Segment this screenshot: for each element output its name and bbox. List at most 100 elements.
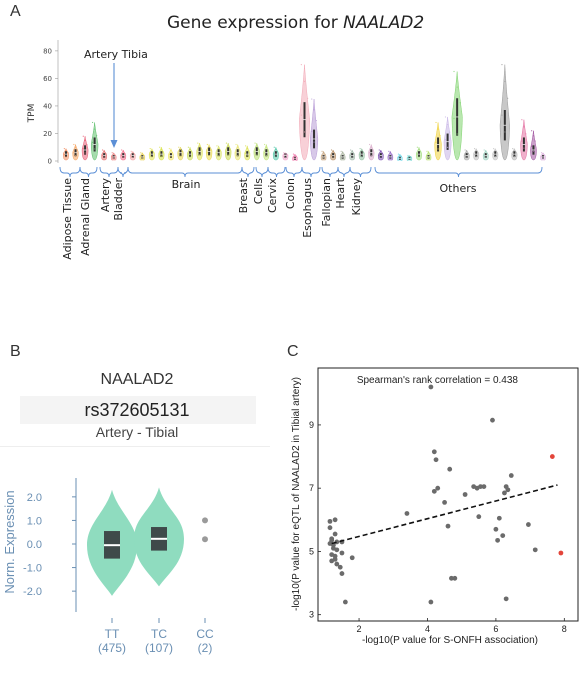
tissue-dot [208,154,210,157]
tissue-dot [388,155,390,157]
scatter-point-highlight [549,454,555,459]
genotype-count: (107) [145,641,173,655]
tissue-dot [103,151,105,153]
panel-b-ytick-label: -1.0 [23,563,42,575]
tissue-dot [111,152,113,154]
tissue-dot [159,153,161,155]
tissue-dot [359,148,361,150]
tissue-dot [350,154,352,156]
artery-tibia-annotation: Artery Tibia [84,48,148,61]
tissue-dot [435,121,437,124]
tissue-dot [313,141,315,143]
tissue-dot [237,154,239,157]
panel-c-xtick-label: 8 [562,624,567,634]
tissue-dot [372,149,374,151]
tissue-dot [63,148,65,150]
tissue-dot [303,131,306,133]
tissue-dot [399,157,401,159]
tissue-dot [200,148,202,150]
tissue-dot [275,148,277,151]
tissue-dot [179,148,182,151]
panel-a-ytick-label: 20 [43,130,52,138]
tissue-dot [420,151,422,153]
scatter-point [525,522,531,527]
panel-c-ytick-label: 9 [309,420,314,430]
tissue-dot [246,147,248,149]
tissue-dot [73,143,75,146]
tissue-dot [380,156,382,158]
tissue-bracket [267,166,286,178]
tissue-dot [407,157,409,159]
tissue-dot [378,154,380,156]
panel-a-tissue-labels: Adipose Tissue Adrenal Gland Artery Bladder… [61,177,477,259]
tissue-dot [321,150,323,152]
tissue-group-label: Cervix [266,178,279,214]
tissue-dot [435,141,437,143]
tissue-dot [103,156,105,158]
tissue-dot [82,148,84,150]
tissue-dot [132,152,134,154]
tissue-dot [400,155,402,157]
tissue-dot [187,153,189,155]
tissue-dot [197,142,199,144]
tissue-dot [140,152,142,154]
tissue-dot [141,153,143,155]
tissue-dot [534,140,536,142]
scatter-point [342,599,348,605]
tissue-dot [449,131,451,133]
tissue-dot [76,149,78,151]
tissue-dot [532,135,535,137]
tissue-dot [380,151,382,153]
tissue-dot [111,155,113,158]
genotype-label: TT [105,627,120,641]
tissue-dot [113,157,115,159]
tissue-dot [124,152,126,155]
panel-b-ytick-label: 0.0 [27,539,42,551]
tissue-dot [399,154,401,156]
tissue-dot [256,154,258,156]
tissue-dot [265,146,267,148]
tissue-dot [408,158,411,160]
tissue-dot [342,152,344,154]
genotype-count: (475) [98,641,126,655]
panel-c-ticks: 2 4 6 8 3 5 7 9 [309,420,567,634]
tissue-dot [507,97,509,99]
tissue-dot [86,144,88,146]
tissue-dot [427,152,430,154]
tissue-dot [483,154,485,156]
panel-c-ytick-label: 5 [309,546,314,556]
tissue-dot [416,153,418,155]
tissue-dot [416,146,418,148]
tissue-dot [444,139,447,141]
tissue-group-label: Adipose Tissue [61,178,74,260]
tissue-dot [322,156,325,159]
tissue-bracket [349,166,372,178]
tissue-dot [238,149,240,151]
tissue-dot [515,152,517,154]
panel-a-brackets [59,166,543,178]
tissue-dot [474,148,476,150]
tissue-dot [456,133,458,135]
tissue-dot [330,149,333,151]
tissue-dot [74,146,77,148]
tissue-dot [407,154,409,157]
tissue-dot [321,155,323,157]
scatter-point [431,488,437,494]
tissue-dot [245,145,247,147]
tissue-dot [130,155,132,157]
tissue-dot [311,130,313,132]
tissue-dot [532,150,535,152]
tissue-dot [198,145,201,147]
tissue-dot [73,152,75,154]
panel-c-correlation: Spearman's rank correlation = 0.438 [357,375,519,386]
tissue-group-label: Breast [237,177,250,213]
tissue-dot [197,151,199,153]
panel-b-snp-box [20,396,256,424]
scatter-point [327,525,333,531]
scatter-point [452,575,458,581]
tissue-dot [229,148,231,150]
tissue-dot [94,128,96,130]
tissue-dot [149,148,151,150]
tissue-dot [286,154,288,156]
tissue-dot [210,149,212,151]
